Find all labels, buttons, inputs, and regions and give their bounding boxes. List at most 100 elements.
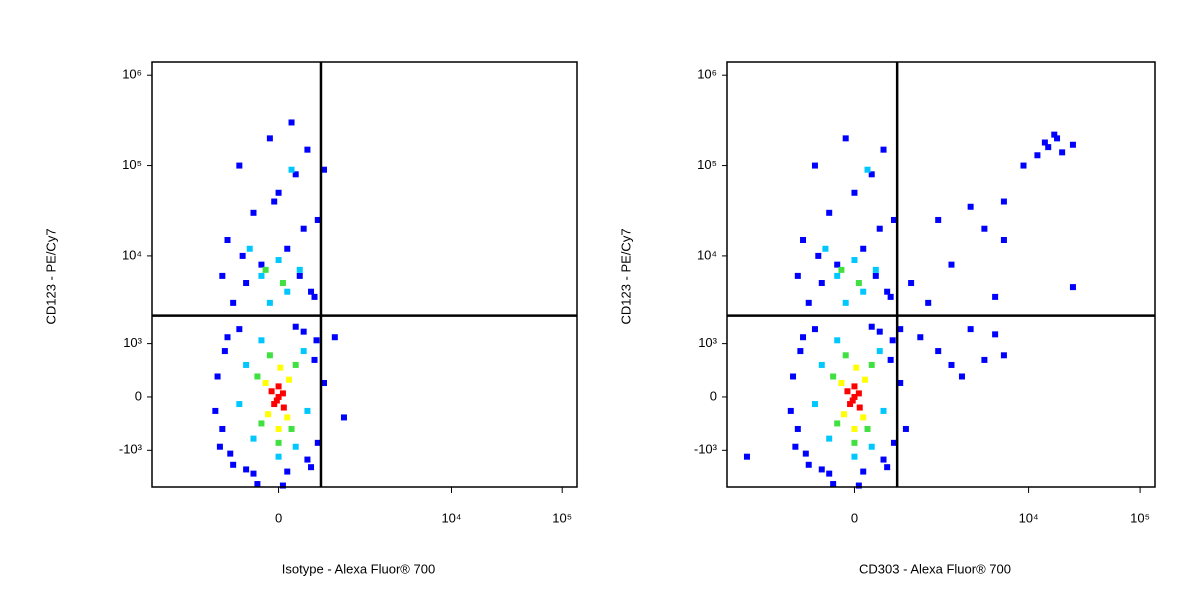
x-axis-title: CD303 - Alexa Fluor® 700	[859, 561, 1011, 576]
event-dot	[243, 466, 250, 473]
event-dot	[925, 299, 932, 306]
y-tick-label: 10⁴	[697, 247, 717, 262]
y-axis-title: CD123 - PE/Cy7	[618, 228, 633, 324]
event-dot	[860, 288, 867, 295]
y-tick-label: 10³	[698, 335, 717, 350]
y-tick-label: 10³	[123, 335, 142, 350]
y-tick-label: 10⁶	[697, 67, 717, 82]
event-dot	[236, 162, 243, 169]
event-dot	[320, 166, 327, 173]
event-dot	[868, 171, 875, 178]
event-dot	[1000, 352, 1007, 359]
event-dot	[851, 425, 858, 432]
y-tick-label: -10³	[694, 442, 718, 457]
event-dot	[265, 411, 272, 418]
event-dot	[834, 337, 841, 344]
event-dot	[864, 425, 871, 432]
event-dot	[981, 225, 988, 232]
event-dot	[890, 439, 897, 446]
event-dot	[872, 272, 879, 279]
event-dot	[868, 443, 875, 450]
event-dot	[275, 393, 282, 400]
event-dot	[331, 334, 338, 341]
event-dot	[864, 166, 871, 173]
event-dot	[258, 272, 265, 279]
event-dot	[818, 361, 825, 368]
event-dot	[792, 443, 799, 450]
event-dot	[787, 407, 794, 414]
event-dot	[981, 356, 988, 363]
event-dot	[254, 373, 261, 380]
event-dot	[314, 216, 321, 223]
event-dot	[275, 439, 282, 446]
event-dot	[250, 209, 257, 216]
event-dot	[275, 257, 282, 264]
event-dot	[258, 261, 265, 268]
event-dot	[884, 464, 891, 471]
event-dot	[292, 323, 299, 330]
event-dot	[887, 293, 894, 300]
event-dot	[840, 411, 847, 418]
event-dot	[838, 266, 845, 273]
event-dot	[889, 337, 896, 344]
event-dot	[300, 348, 307, 355]
event-dot	[855, 482, 862, 489]
event-dot	[826, 209, 833, 216]
event-dot	[284, 288, 291, 295]
event-dot	[279, 390, 286, 397]
event-dot	[958, 373, 965, 380]
event-dot	[266, 299, 273, 306]
event-dot	[314, 439, 321, 446]
event-dot	[853, 364, 860, 371]
event-dot	[292, 443, 299, 450]
event-dot	[860, 468, 867, 475]
event-dot	[250, 470, 257, 477]
event-dot	[811, 326, 818, 333]
x-tick-label: 10⁵	[552, 510, 572, 525]
event-dot	[861, 376, 868, 383]
event-dot	[271, 401, 278, 408]
event-dot	[304, 456, 311, 463]
event-dot	[216, 443, 223, 450]
event-dot	[800, 334, 807, 341]
event-dot	[1054, 135, 1061, 142]
event-dot	[1041, 139, 1048, 146]
event-dot	[805, 299, 812, 306]
event-dot	[275, 189, 282, 196]
event-dot	[876, 225, 883, 232]
event-dot	[304, 407, 311, 414]
event-dot	[1045, 144, 1052, 151]
event-dot	[275, 453, 282, 460]
event-dot	[288, 119, 295, 126]
event-dot	[311, 356, 318, 363]
event-dot	[308, 288, 315, 295]
event-dot	[236, 401, 243, 408]
event-dot	[304, 146, 311, 153]
event-dot	[851, 393, 858, 400]
event-dot	[279, 280, 286, 287]
event-dot	[280, 404, 287, 411]
event-dot	[288, 425, 295, 432]
event-dot	[227, 450, 234, 457]
event-dot	[794, 425, 801, 432]
event-dot	[214, 373, 221, 380]
event-dot	[300, 225, 307, 232]
x-tick-label: 10⁴	[441, 510, 461, 525]
event-dot	[876, 348, 883, 355]
event-dot	[284, 245, 291, 252]
event-dot	[880, 456, 887, 463]
event-dot	[802, 450, 809, 457]
event-dot	[219, 425, 226, 432]
event-dot	[800, 237, 807, 244]
event-dot	[851, 383, 858, 390]
event-dot	[855, 390, 862, 397]
event-dot	[271, 198, 278, 205]
event-dot	[851, 257, 858, 264]
event-dot	[1051, 131, 1058, 138]
event-dot	[246, 245, 253, 252]
event-dot	[277, 364, 284, 371]
event-dot	[818, 280, 825, 287]
event-dot	[880, 407, 887, 414]
x-tick-label: 0	[851, 510, 858, 525]
y-axis-title: CD123 - PE/Cy7	[43, 228, 58, 324]
